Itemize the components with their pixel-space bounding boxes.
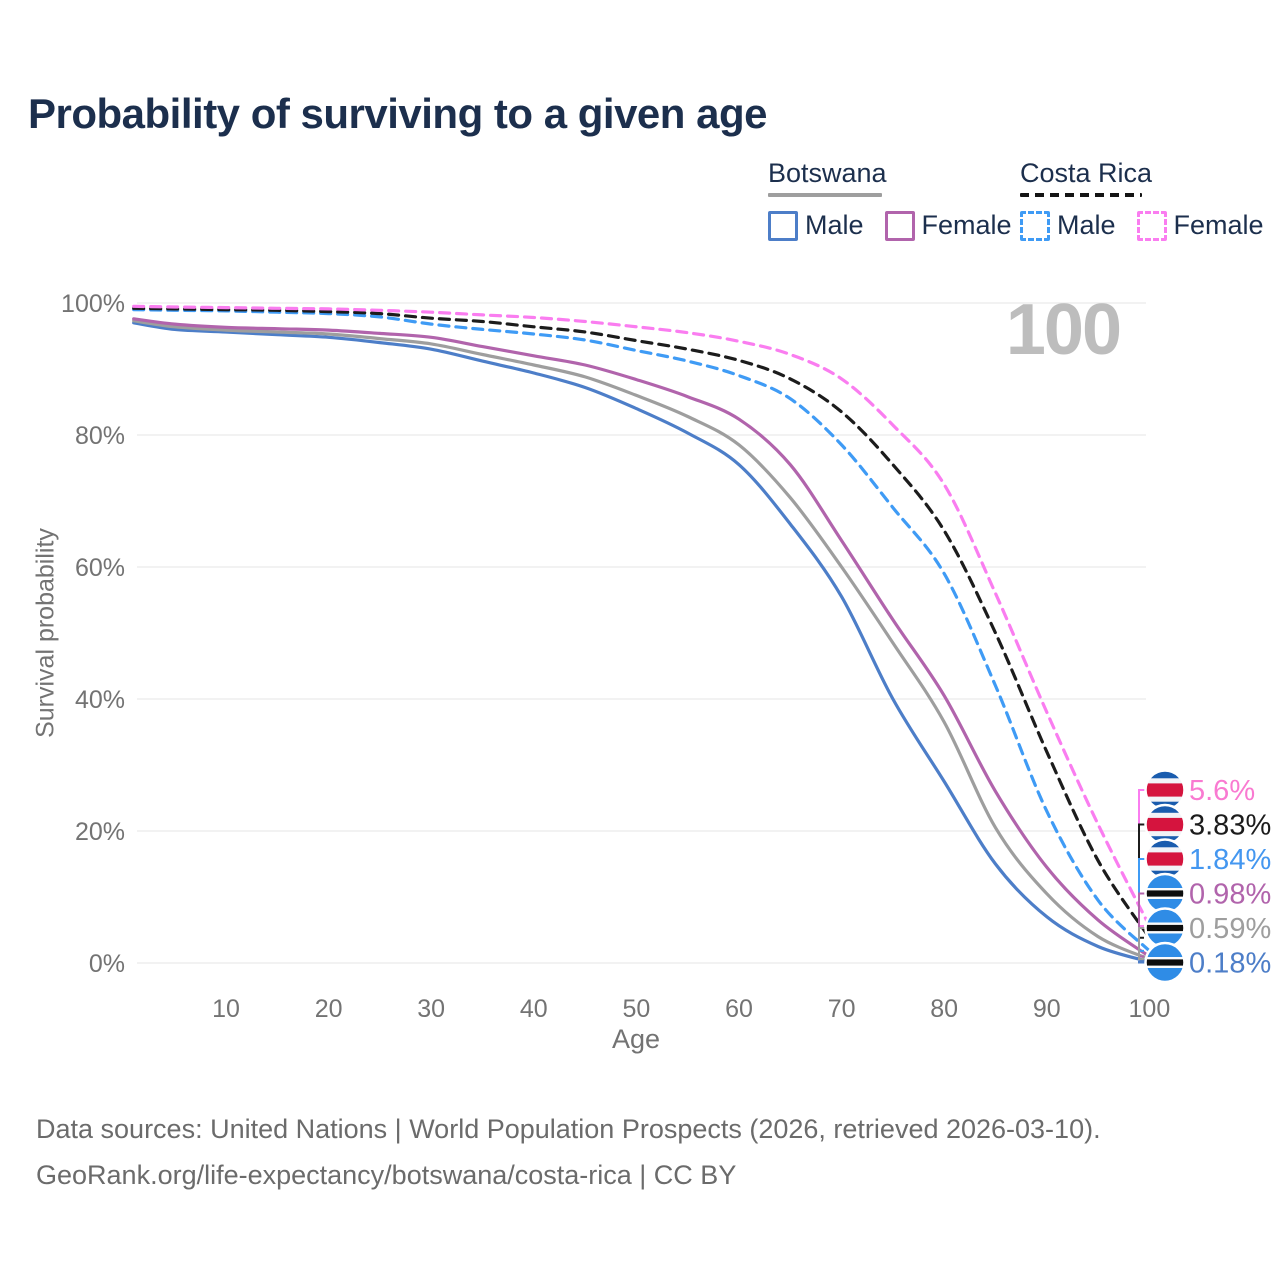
legend-item-botswana-male[interactable]: Male	[768, 210, 864, 241]
legend-item-costa-rica-male[interactable]: Male	[1020, 210, 1116, 241]
x-tick-label: 10	[212, 995, 240, 1023]
flag-stripe	[1145, 924, 1185, 932]
flag-stripe	[1145, 831, 1185, 837]
x-tick-label: 30	[417, 995, 445, 1023]
x-tick-label: 80	[930, 995, 958, 1023]
legend-label-male: Male	[805, 210, 864, 240]
end-value-label: 0.59%	[1189, 913, 1271, 945]
flag-stripe	[1145, 817, 1185, 832]
end-label-leader-botswana-male	[1138, 960, 1145, 964]
flag-stripe	[1145, 783, 1185, 798]
series-line-costa-rica-male[interactable]	[132, 308, 1151, 953]
legend-swatch-male-icon	[768, 210, 798, 241]
series-line-costa-rica-female[interactable]	[132, 304, 1151, 928]
flag-stripe	[1145, 865, 1185, 872]
end-label-leader-botswana-both-sexes	[1138, 927, 1145, 961]
page-title: Probability of surviving to a given age	[28, 90, 767, 137]
flag-stripe	[1145, 965, 1185, 969]
flag-stripe	[1145, 796, 1185, 803]
data-sources-text: Data sources: United Nations | World Pop…	[36, 1114, 1101, 1144]
flag-stripe	[1145, 957, 1185, 960]
end-label-leader-botswana-female	[1138, 892, 1145, 958]
end-value-label: 0.98%	[1189, 879, 1271, 911]
botswana-line-style-icon	[768, 193, 882, 197]
flag-stripe	[1145, 770, 1185, 779]
legend-swatch-female-icon	[1136, 210, 1167, 241]
x-tick-label: 50	[622, 995, 650, 1023]
x-tick-label: 70	[828, 995, 856, 1023]
series-line-costa-rica-both-sexes[interactable]	[132, 306, 1151, 940]
legend-label-female: Female	[921, 210, 1012, 240]
legend-label-male: Male	[1057, 210, 1116, 240]
x-tick-label: 20	[315, 995, 343, 1023]
series-line-botswana-male[interactable]	[132, 321, 1151, 964]
y-tick-label: 20%	[75, 818, 125, 846]
flag-stripe	[1145, 922, 1185, 926]
x-tick-label: 60	[725, 995, 753, 1023]
series-line-botswana-both-sexes[interactable]	[132, 319, 1151, 961]
costa-rica-line-style-icon	[1020, 193, 1142, 197]
hover-age-watermark: 100	[1005, 290, 1122, 370]
flag-stripe	[1145, 896, 1185, 900]
end-value-label: 3.83%	[1189, 810, 1271, 842]
y-axis-title: Survival probability	[31, 528, 60, 738]
end-value-label: 5.6%	[1189, 775, 1255, 807]
end-value-label: 0.18%	[1189, 948, 1271, 980]
flag-stripe	[1145, 959, 1185, 967]
flag-stripe	[1145, 852, 1185, 867]
y-tick-label: 40%	[75, 686, 125, 714]
legend-group-botswana: Botswana Male Female	[768, 158, 1033, 241]
flag-stripe	[1145, 805, 1185, 814]
legend-label-female: Female	[1173, 210, 1264, 240]
legend-swatch-female-icon	[884, 210, 915, 241]
legend-item-costa-rica-female[interactable]: Female	[1136, 210, 1264, 241]
y-tick-label: 100%	[61, 290, 125, 318]
y-tick-label: 0%	[89, 950, 125, 978]
footer: Data sources: United Nations | World Pop…	[36, 1106, 1101, 1198]
x-tick-label: 40	[520, 995, 548, 1023]
x-tick-label: 90	[1033, 995, 1061, 1023]
x-tick-label: 100	[1129, 995, 1171, 1023]
legend-swatch-male-icon	[1020, 210, 1050, 241]
flag-stripe	[1145, 839, 1185, 848]
end-value-label: 1.84%	[1189, 844, 1271, 876]
legend-group-title: Costa Rica	[1020, 158, 1153, 188]
flag-stripe	[1145, 847, 1185, 854]
flag-stripe	[1145, 931, 1185, 935]
flag-stripe	[1145, 890, 1185, 898]
legend-group-costa-rica: Costa Rica Male Female	[1020, 158, 1280, 241]
series-line-botswana-female[interactable]	[132, 317, 1151, 959]
y-tick-label: 80%	[75, 422, 125, 450]
y-tick-label: 60%	[75, 554, 125, 582]
x-axis-title: Age	[611, 1024, 661, 1054]
flag-stripe	[1145, 812, 1185, 819]
legend-group-title: Botswana	[768, 158, 887, 188]
flag-stripe	[1145, 888, 1185, 891]
flag-stripe	[1145, 778, 1185, 785]
legend-item-botswana-female[interactable]: Female	[884, 210, 1012, 241]
flag-botswana-icon	[1144, 941, 1186, 984]
source-url-text[interactable]: GeoRank.org/life-expectancy/botswana/cos…	[36, 1160, 737, 1190]
